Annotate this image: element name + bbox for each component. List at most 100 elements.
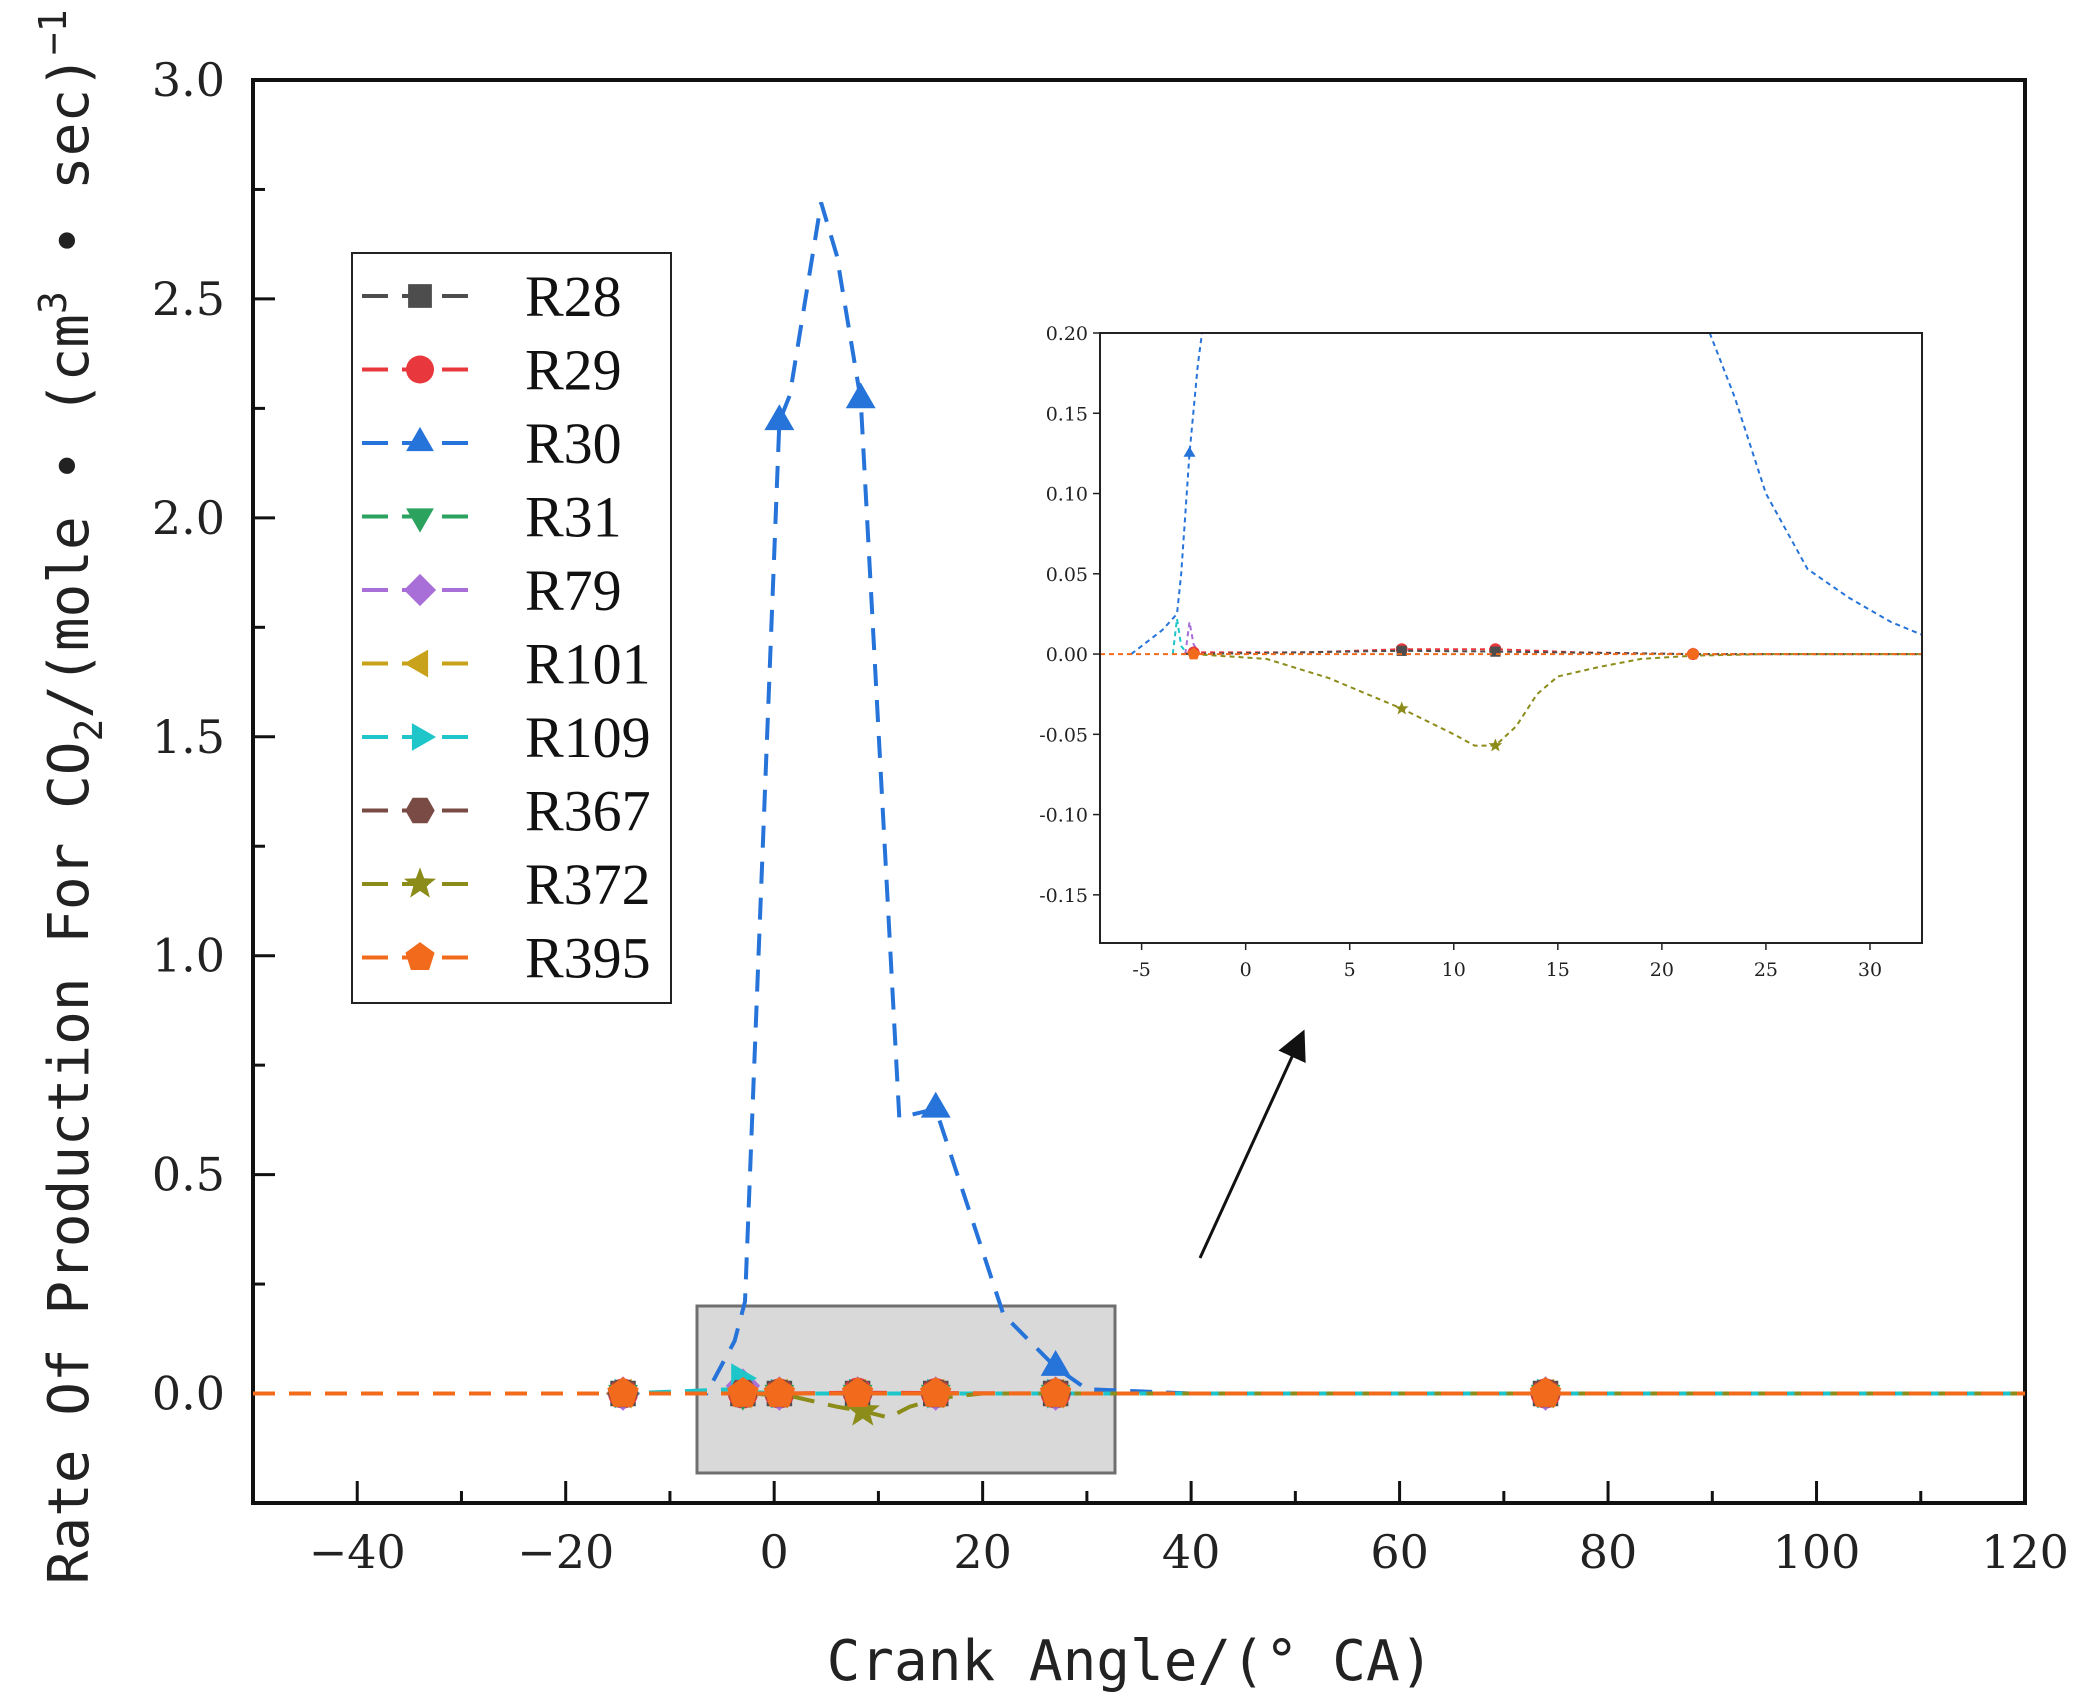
x-tick-label: 100	[1773, 1525, 1861, 1579]
series-r31	[253, 1384, 2025, 1411]
x-tick-label: 120	[1981, 1525, 2069, 1579]
legend-item-r28: R28	[362, 264, 622, 329]
inset-series-line	[1708, 333, 1922, 636]
inset-x-tick-label: 15	[1546, 959, 1570, 981]
inset-x-tick-label: 10	[1442, 959, 1466, 981]
main-ticks: −40 −20 0 20 40 60 80 100 1200.00.51.01.52.02.53…	[152, 53, 2069, 1579]
inset-series-line	[1130, 333, 1203, 655]
legend-marker	[408, 284, 432, 308]
inset-data-point	[1394, 701, 1409, 715]
inset-data-point	[1183, 446, 1196, 457]
inset-data-point	[1490, 646, 1501, 657]
legend-marker	[406, 426, 434, 452]
x-tick-label: −20	[517, 1525, 614, 1579]
legend-marker	[406, 508, 434, 533]
main-series-group	[253, 202, 2025, 1426]
data-point-r395	[727, 1377, 759, 1407]
legend-marker	[405, 942, 435, 970]
y-axis-title-superscript-a: 3	[31, 291, 75, 314]
inset-data-point	[1488, 738, 1503, 752]
inset-y-tick-label: 0.00	[1046, 644, 1088, 666]
legend-label: R29	[525, 338, 622, 403]
legend-marker	[403, 573, 437, 607]
y-axis-title-main: Rate Of Production For CO	[37, 741, 102, 1584]
inset-y-tick-label: 0.20	[1046, 323, 1088, 345]
legend-item-r109: R109	[362, 705, 651, 770]
legend-label: R79	[525, 558, 622, 623]
series-r372	[253, 1391, 2025, 1426]
legend-item-r30: R30	[362, 411, 622, 476]
y-tick-label: 2.0	[152, 491, 225, 545]
inset-x-tick-label: 20	[1650, 959, 1674, 981]
legend-marker	[405, 797, 435, 824]
legend-label: R30	[525, 411, 622, 476]
inset-series-line	[1183, 648, 1922, 656]
inset-x-tick-label: 0	[1240, 959, 1252, 981]
series-line-r30	[253, 202, 2025, 1396]
inset-x-tick-label: 5	[1344, 959, 1356, 981]
inset-series-line	[1193, 653, 1922, 747]
y-tick-label: 2.5	[152, 272, 225, 326]
x-tick-label: −40	[309, 1525, 406, 1579]
legend-item-r395: R395	[362, 926, 651, 991]
legend: R28 R29 R30 R31 R79 R101 R109 R367 R372 R395	[362, 264, 651, 991]
data-point-r395	[607, 1377, 639, 1407]
inset-data-point	[1187, 647, 1200, 660]
inset-y-tick-label: 0.15	[1046, 403, 1088, 425]
data-point-r395	[1529, 1377, 1562, 1407]
y-axis-title: Rate Of Production For CO2/(mole • (cm3 …	[31, 0, 111, 1584]
y-axis-title-close: )	[37, 0, 102, 9]
legend-label: R28	[525, 264, 622, 329]
x-tick-label: 60	[1370, 1525, 1429, 1579]
inset-series-line	[1171, 618, 1189, 655]
data-point-r30	[1040, 1350, 1071, 1376]
x-tick-label: 20	[953, 1525, 1012, 1579]
inset-series-r395	[1100, 647, 1922, 660]
legend-marker	[404, 867, 436, 898]
inset-y-tick-label: -0.10	[1039, 805, 1088, 827]
legend-marker	[411, 723, 437, 751]
inset-ticks: -5 0 5 10 15 20 25 30 -0.15 -0.10 -0.05 0.00 0.05 0.1…	[1039, 323, 1882, 981]
inset-series-group	[1100, 333, 1922, 752]
legend-item-r367: R367	[362, 779, 651, 844]
data-point-r30	[845, 382, 876, 409]
legend-label: R395	[525, 926, 651, 991]
series-r395	[253, 1377, 2025, 1407]
data-point-r395	[841, 1377, 874, 1407]
legend-label: R101	[525, 632, 651, 697]
inset-series-r30	[1130, 333, 1922, 655]
data-point-r395	[1039, 1377, 1072, 1407]
inset-series-r109	[1171, 618, 1189, 655]
data-point-r30	[764, 404, 795, 431]
zoom-arrow	[1198, 1029, 1306, 1259]
y-tick-label: 1.5	[152, 710, 225, 764]
legend-label: R31	[525, 485, 622, 550]
legend-marker	[406, 355, 435, 384]
y-tick-label: 1.0	[152, 929, 225, 983]
inset-data-point	[1686, 647, 1700, 660]
legend-label: R367	[525, 779, 651, 844]
inset-background	[1100, 333, 1922, 943]
legend-item-r79: R79	[362, 558, 622, 623]
x-tick-label: 40	[1162, 1525, 1221, 1579]
y-tick-label: 0.0	[152, 1367, 225, 1421]
data-point-r395	[763, 1377, 796, 1407]
legend-item-r101: R101	[362, 632, 651, 697]
inset-y-tick-label: 0.10	[1046, 484, 1088, 506]
series-r109	[253, 1363, 2025, 1409]
inset-y-tick-label: -0.05	[1039, 724, 1088, 746]
series-line-r372	[253, 1391, 2025, 1420]
legend-marker	[403, 649, 429, 678]
legend-label: R109	[525, 705, 651, 770]
legend-item-r372: R372	[362, 852, 651, 917]
inset-x-tick-label: 25	[1754, 959, 1778, 981]
inset-x-tick-label: -5	[1132, 959, 1151, 981]
data-point-r372	[845, 1393, 880, 1426]
data-point-r30	[920, 1091, 951, 1118]
legend-item-r31: R31	[362, 485, 622, 550]
y-axis-title-superscript-b: −1	[31, 9, 75, 55]
inset-x-tick-label: 30	[1858, 959, 1882, 981]
legend-label: R372	[525, 852, 651, 917]
y-axis-title-subscript: 2	[67, 719, 111, 742]
